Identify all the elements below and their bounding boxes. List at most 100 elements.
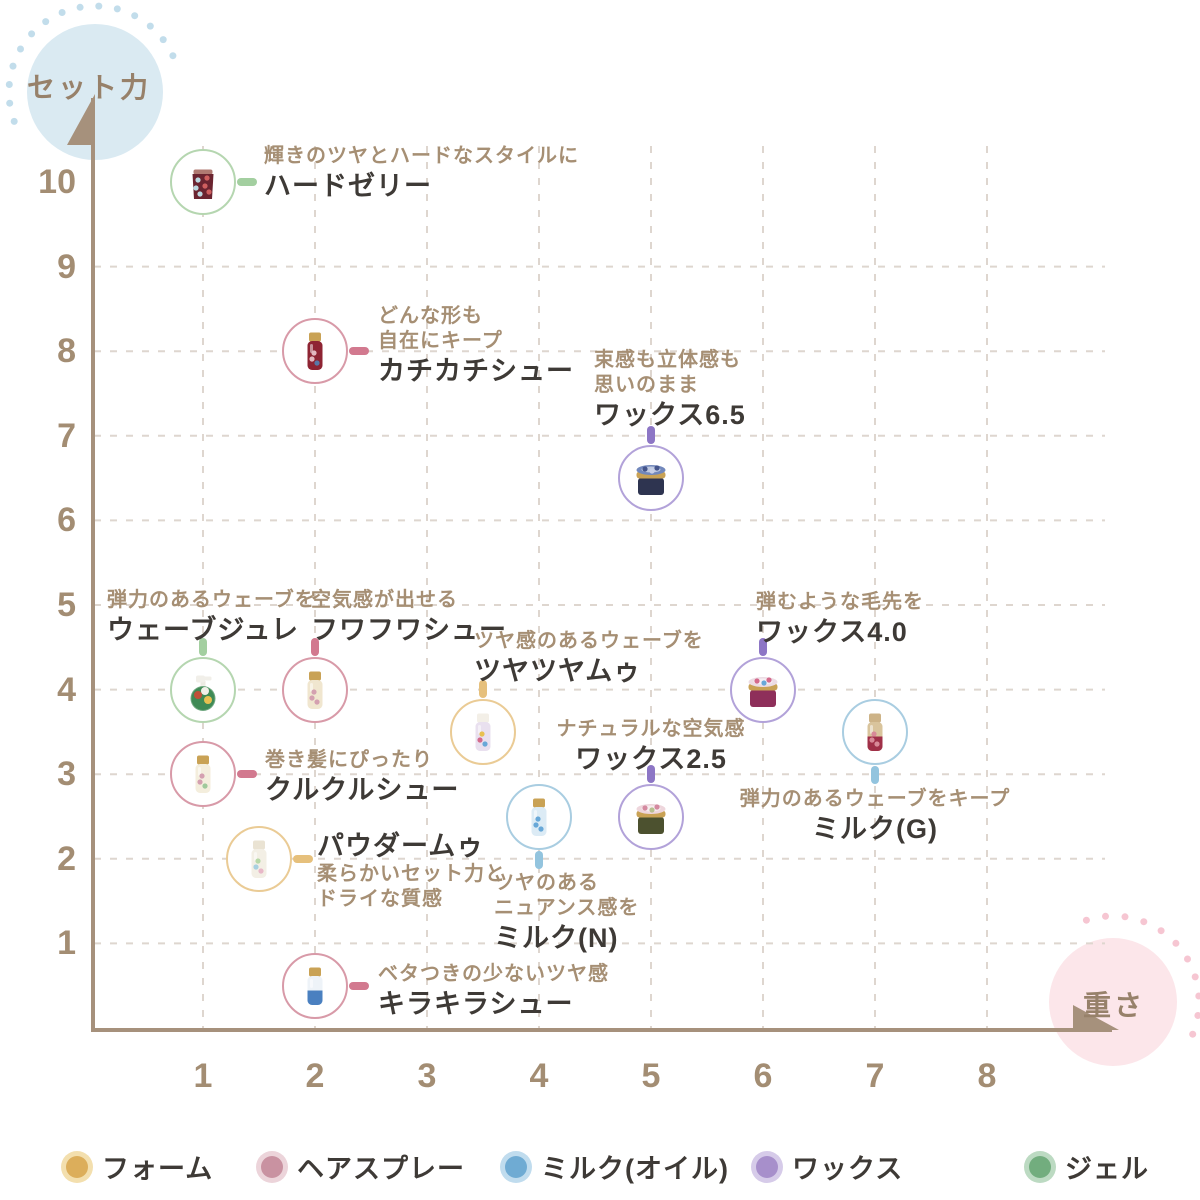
product-name: ウェーブジュレ xyxy=(107,614,299,645)
product-icon xyxy=(251,840,267,878)
legend-item-spray: ヘアスプレー xyxy=(256,1147,465,1186)
product-name: カチカチシュー xyxy=(378,356,574,387)
product-circle[interactable] xyxy=(226,825,292,892)
product-label: 弾むような毛先を ワックス4.0 xyxy=(756,590,924,647)
legend-dot xyxy=(500,1150,532,1183)
product-circle[interactable] xyxy=(170,741,236,808)
x-axis-title: 重さ xyxy=(1083,990,1146,1021)
legend-label: ジェル xyxy=(1065,1154,1149,1184)
product-circle[interactable] xyxy=(618,783,684,850)
legend-item-gel: ジェル xyxy=(1024,1147,1149,1186)
product-icon xyxy=(636,803,666,834)
product-circle[interactable] xyxy=(282,952,348,1019)
product-description: ベタつきの少ないツヤ感 xyxy=(378,962,609,985)
product-label: 弾力のあるウェーブを ウェーブジュレ xyxy=(107,588,316,645)
product-label: 柔らかいセット力と ドライな質感 パウダームゥ xyxy=(317,831,506,912)
product-description: どんな形も 自在にキープ xyxy=(378,305,503,353)
legend-item-foam: フォーム xyxy=(61,1147,213,1186)
product-description: ツヤのある ニュアンス感を xyxy=(494,871,640,919)
product-label: ツヤ感のあるウェーブを ツヤツヤムゥ xyxy=(474,629,704,686)
legend-dot xyxy=(751,1150,783,1183)
product-icon xyxy=(189,675,217,711)
product-name: ミルク(G) xyxy=(812,813,938,844)
connector-line xyxy=(871,765,879,784)
product-circle[interactable] xyxy=(282,318,348,385)
y-tick-label: 6 xyxy=(57,501,76,540)
product-description: 弾力のあるウェーブをキープ xyxy=(739,787,1011,810)
product-label: ナチュラルな空気感 ワックス2.5 xyxy=(557,717,746,774)
product-circle[interactable] xyxy=(618,445,684,512)
legend-label: ヘアスプレー xyxy=(297,1154,465,1184)
product-description: ツヤ感のあるウェーブを xyxy=(474,629,704,652)
product-name: ミルク(N) xyxy=(494,922,619,953)
product-description: 巻き髪にぴったり xyxy=(265,749,433,772)
connector-line xyxy=(311,637,319,656)
y-tick-label: 1 xyxy=(57,924,76,963)
product-circle[interactable] xyxy=(506,783,572,850)
product-name: ハードゼリー xyxy=(264,171,432,201)
product-icon xyxy=(867,713,883,751)
product-icon xyxy=(192,169,214,199)
product-label: 巻き髪にぴったり クルクルシュー xyxy=(265,748,459,805)
product-icon xyxy=(636,465,666,496)
product-label: ツヤのある ニュアンス感を ミルク(N) xyxy=(494,871,639,953)
product-circle[interactable] xyxy=(170,149,236,215)
x-tick-label: 1 xyxy=(193,1057,213,1095)
product-icon xyxy=(475,713,491,751)
legend-item-milk: ミルク(オイル) xyxy=(500,1147,729,1186)
x-tick-label: 8 xyxy=(977,1057,997,1095)
connector-line xyxy=(647,426,655,445)
product-description: ナチュラルな空気感 xyxy=(556,717,746,740)
product-circle[interactable] xyxy=(170,656,236,723)
legend-label: ミルク(オイル) xyxy=(541,1154,729,1184)
y-tick-label: 7 xyxy=(57,416,76,455)
product-label: 輝きのツヤとハードなスタイルに ハードゼリー xyxy=(264,144,579,201)
product-circle[interactable] xyxy=(842,698,908,765)
product-circle[interactable] xyxy=(450,698,516,765)
product-name: パウダームゥ xyxy=(317,830,485,861)
product-circle[interactable] xyxy=(282,656,348,723)
product-icon xyxy=(748,676,778,707)
y-tick-label: 5 xyxy=(57,586,76,624)
connector-line xyxy=(647,764,655,783)
y-tick-label: 2 xyxy=(57,839,76,878)
legend-dot xyxy=(256,1150,288,1183)
product-circle[interactable] xyxy=(730,656,796,723)
x-tick-label: 3 xyxy=(417,1057,437,1095)
connector-line xyxy=(199,637,207,656)
product-description: 輝きのツヤとハードなスタイルに xyxy=(264,145,579,167)
legend-dot xyxy=(1024,1150,1056,1183)
connector-line xyxy=(535,850,543,869)
y-tick-label: 4 xyxy=(57,670,76,709)
product-label: 束感も立体感も 思いのまま ワックス6.5 xyxy=(594,348,746,430)
product-name: ワックス6.5 xyxy=(594,400,746,431)
product-description: 柔らかいセット力と ドライな質感 xyxy=(317,862,506,910)
y-axis-title: セット力 xyxy=(27,72,152,103)
x-tick-label: 7 xyxy=(865,1057,885,1095)
product-name: クルクルシュー xyxy=(265,775,460,806)
y-tick-label: 8 xyxy=(57,332,76,371)
x-axis-bubble xyxy=(1049,938,1177,1066)
product-label: 弾力のあるウェーブをキープ ミルク(G) xyxy=(740,787,1011,844)
product-icon xyxy=(307,332,323,371)
product-description: 空気感が出せる xyxy=(311,588,458,611)
connector-line xyxy=(293,854,313,863)
product-icon xyxy=(307,967,323,1005)
legend-item-wax: ワックス xyxy=(751,1147,903,1186)
product-label: 空気感が出せる フワフワシュー xyxy=(311,588,507,645)
product-description: 束感も立体感も 思いのまま xyxy=(594,349,741,397)
product-name: フワフワシュー xyxy=(311,614,507,645)
legend-label: ワックス xyxy=(792,1154,904,1184)
product-description: 弾むような毛先を xyxy=(756,590,924,613)
connector-line xyxy=(349,347,369,356)
product-name: キラキラシュー xyxy=(378,988,574,1019)
y-tick-label: 9 xyxy=(57,247,76,286)
product-name: ワックス2.5 xyxy=(575,743,727,774)
y-tick-label: 3 xyxy=(57,755,76,794)
connector-line xyxy=(759,637,767,656)
product-name: ツヤツヤムゥ xyxy=(474,655,642,686)
product-description: 弾力のあるウェーブを xyxy=(107,588,316,611)
connector-line xyxy=(237,178,257,186)
